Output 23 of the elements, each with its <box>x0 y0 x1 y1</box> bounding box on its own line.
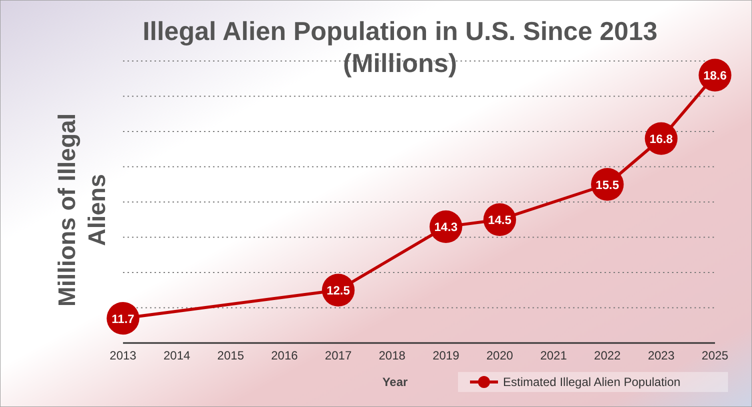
legend-label: Estimated Illegal Alien Population <box>503 375 680 389</box>
data-label: 15.5 <box>596 178 620 192</box>
x-tick-label: 2020 <box>486 348 514 363</box>
chart-title: Illegal Alien Population in U.S. Since 2013 (Millions) <box>142 16 658 78</box>
x-tick-label: 2021 <box>540 348 568 363</box>
x-tick-label: 2015 <box>217 348 244 363</box>
x-tick-label: 2017 <box>324 348 352 363</box>
x-tick-label: 2013 <box>110 348 137 363</box>
data-label: 16.8 <box>650 132 674 146</box>
x-tick-label: 2023 <box>648 348 675 363</box>
x-tick-label: 2022 <box>594 348 622 363</box>
x-tick-label: 2016 <box>271 348 298 363</box>
x-tick-label: 2019 <box>432 348 460 363</box>
x-tick-label: 2025 <box>702 348 729 363</box>
data-label: 18.6 <box>703 68 727 83</box>
y-axis-title: Millions of Illegal Aliens <box>54 113 111 307</box>
data-label: 12.5 <box>326 284 350 298</box>
data-label: 14.5 <box>488 213 512 228</box>
x-tick-label: 2014 <box>163 348 190 363</box>
x-axis-title: Year <box>382 375 408 389</box>
data-label: 11.7 <box>112 312 135 326</box>
x-tick-label: 2018 <box>378 348 406 363</box>
data-label: 14.3 <box>434 220 458 234</box>
